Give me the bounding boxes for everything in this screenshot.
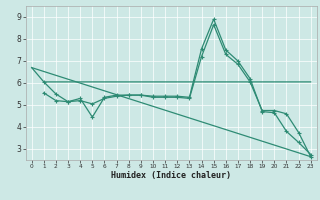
X-axis label: Humidex (Indice chaleur): Humidex (Indice chaleur) [111, 171, 231, 180]
